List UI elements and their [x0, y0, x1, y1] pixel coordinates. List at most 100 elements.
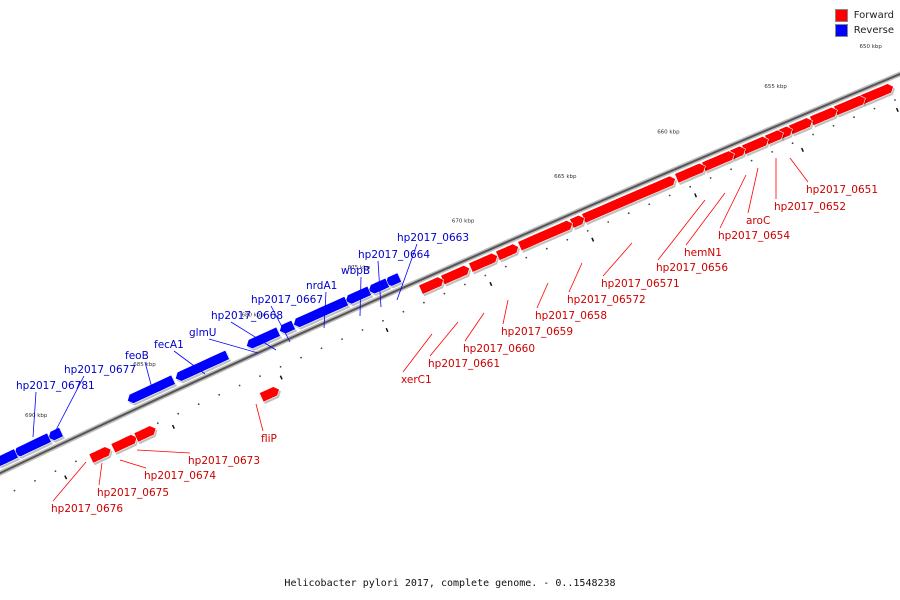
- forward-gene-label[interactable]: hp2017_0659: [501, 326, 573, 338]
- leader-line: [323, 291, 327, 329]
- forward-gene-arrow[interactable]: [674, 162, 706, 184]
- leader-line: [119, 459, 147, 469]
- leader-line: [747, 167, 759, 214]
- minor-tick: [894, 99, 896, 101]
- forward-gene-arrow[interactable]: [440, 265, 470, 286]
- minor-tick: [177, 412, 180, 415]
- forward-gene-label[interactable]: hp2017_0651: [806, 184, 878, 196]
- forward-gene-label[interactable]: hp2017_0652: [774, 201, 846, 213]
- minor-tick: [13, 489, 16, 492]
- forward-gene-arrow[interactable]: [788, 117, 813, 135]
- kbp-ticks: 650 kbp 655 kbp 660 kbp 665 kbp 670 kbp 675 k…: [13, 44, 899, 492]
- minor-tick: [853, 116, 855, 119]
- tick-label: 675 kbp: [348, 265, 371, 271]
- legend-forward-label: Forward: [853, 10, 894, 21]
- reverse-gene-arrow[interactable]: [175, 349, 230, 382]
- tick-label: 670 kbp: [452, 219, 475, 225]
- forward-gene-arrow[interactable]: [569, 214, 585, 229]
- forward-gene-arrow[interactable]: [495, 243, 519, 261]
- reverse-gene-arrow[interactable]: [127, 374, 176, 404]
- forward-gene-arrow[interactable]: [809, 106, 838, 127]
- reverse-gene-label[interactable]: hp2017_0663: [397, 232, 469, 244]
- forward-gene-label[interactable]: hp2017_06571: [601, 278, 680, 290]
- reverse-gene-arrow[interactable]: [293, 296, 349, 328]
- forward-gene-label[interactable]: fliP: [261, 433, 277, 445]
- reverse-gene-arrow[interactable]: [345, 285, 372, 305]
- forward-gene-arrow[interactable]: [764, 129, 784, 146]
- minor-tick: [341, 338, 343, 340]
- tick-label: 655 kbp: [764, 84, 787, 90]
- legend: Forward Reverse: [834, 8, 894, 38]
- forward-gene-label[interactable]: hp2017_0661: [428, 358, 500, 370]
- reverse-gene-arrow[interactable]: [385, 272, 403, 287]
- forward-gene-label[interactable]: hp2017_0675: [97, 487, 169, 499]
- forward-gene-arrow[interactable]: [468, 252, 498, 273]
- minor-tick: [382, 319, 384, 322]
- reverse-gene-label[interactable]: hp2017_0664: [358, 249, 430, 261]
- forward-gene-label[interactable]: hp2017_0676: [51, 503, 123, 515]
- forward-gene-arrow[interactable]: [418, 276, 444, 295]
- reverse-gene-arrow[interactable]: [246, 326, 281, 350]
- reverse-gene-label[interactable]: hp2017_06781: [16, 380, 95, 392]
- forward-gene-arrow[interactable]: [581, 175, 676, 224]
- leader-line: [270, 305, 291, 343]
- reverse-gene-arrow[interactable]: [13, 432, 52, 458]
- minor-tick: [300, 356, 302, 359]
- forward-gene-arrow[interactable]: [833, 95, 866, 116]
- gene-labels: hp2017_0651 hp2017_0652 aroC hp2017_0654hem…: [16, 157, 878, 515]
- forward-gene-label[interactable]: hp2017_0660: [463, 343, 535, 355]
- reverse-gene-label[interactable]: hp2017_0668: [211, 310, 283, 322]
- genome-caption: Helicobacter pylori 2017, complete genom…: [284, 578, 616, 589]
- reverse-gene-label[interactable]: hp2017_0677: [64, 364, 136, 376]
- forward-gene-arrow[interactable]: [88, 446, 112, 464]
- minor-tick: [320, 347, 323, 350]
- forward-gene-label[interactable]: hp2017_06572: [567, 294, 646, 306]
- reverse-gene-label[interactable]: wbpB: [341, 265, 370, 277]
- forward-gene-label[interactable]: hp2017_0656: [656, 262, 728, 274]
- major-tick: [800, 147, 804, 152]
- forward-gene-label[interactable]: hp2017_0654: [718, 230, 790, 242]
- minor-tick: [771, 151, 773, 153]
- forward-gene-arrow[interactable]: [701, 150, 735, 172]
- forward-gene-arrow[interactable]: [859, 83, 894, 105]
- leader-line: [719, 174, 747, 229]
- forward-gene-label[interactable]: hemN1: [684, 247, 722, 259]
- reverse-gene-label[interactable]: hp2017_0667: [251, 294, 323, 306]
- legend-reverse: Reverse: [834, 23, 894, 38]
- forward-gene-label[interactable]: xerC1: [401, 374, 432, 386]
- reverse-gene-label[interactable]: glmU: [189, 327, 217, 339]
- minor-tick: [545, 247, 548, 250]
- leader-line: [359, 276, 362, 317]
- reverse-gene-label[interactable]: feoB: [125, 350, 149, 362]
- leader-line: [602, 242, 633, 277]
- forward-gene-arrow[interactable]: [133, 425, 157, 443]
- leader-line: [230, 321, 277, 351]
- minor-tick: [668, 194, 671, 197]
- reverse-gene-arrow[interactable]: [368, 277, 390, 295]
- leader-line: [536, 282, 549, 309]
- minor-tick: [279, 365, 282, 368]
- minor-tick: [361, 329, 364, 331]
- major-tick: [591, 237, 595, 242]
- minor-tick: [566, 238, 569, 241]
- forward-gene-arrow[interactable]: [741, 135, 769, 155]
- reverse-gene-arrow[interactable]: [0, 448, 19, 467]
- major-tick: [64, 475, 68, 480]
- reverse-gene-label[interactable]: nrdA1: [306, 280, 337, 292]
- forward-gene-arrow[interactable]: [258, 386, 280, 403]
- minor-tick: [750, 159, 753, 162]
- genome-backbone: [0, 71, 900, 476]
- forward-gene-arrow[interactable]: [110, 434, 138, 454]
- forward-gene-arrow[interactable]: [517, 220, 573, 252]
- forward-gene-label[interactable]: aroC: [746, 215, 770, 227]
- forward-gene-label[interactable]: hp2017_0673: [188, 455, 260, 467]
- reverse-gene-arrow[interactable]: [47, 426, 64, 441]
- gene-features: [0, 83, 895, 469]
- minor-tick: [443, 292, 446, 295]
- tick-label: 685 kbp: [133, 362, 156, 368]
- reverse-gene-label[interactable]: fecA1: [154, 339, 184, 351]
- major-tick: [279, 375, 283, 380]
- major-tick: [489, 281, 493, 287]
- forward-gene-label[interactable]: hp2017_0658: [535, 310, 607, 322]
- forward-gene-label[interactable]: hp2017_0674: [144, 470, 216, 482]
